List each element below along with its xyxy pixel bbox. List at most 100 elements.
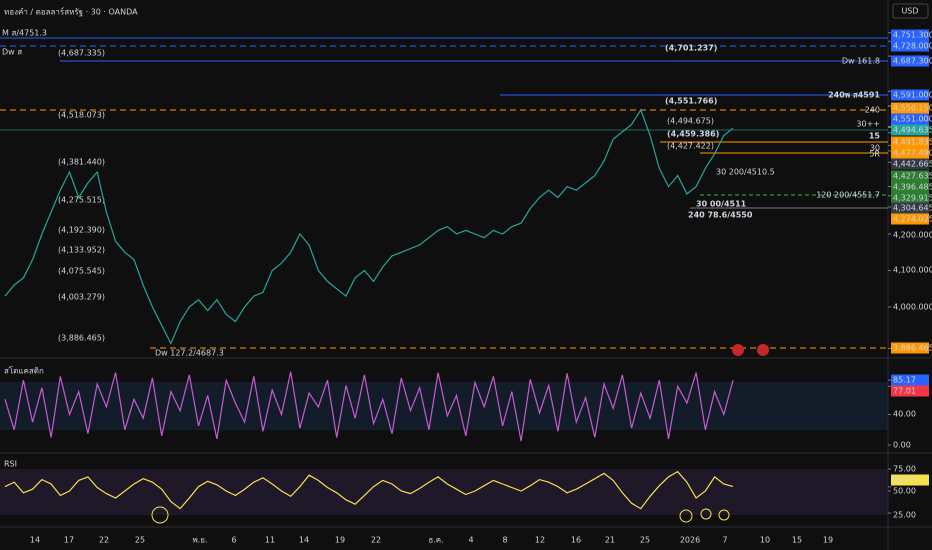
- price-tag-label: 4,550.150: [893, 104, 932, 113]
- stoch-line: [4, 371, 734, 442]
- price-tag-label: 4,304.645: [893, 204, 932, 213]
- price-tag: [891, 342, 929, 354]
- price-tag-label: 75.00: [893, 465, 916, 474]
- price-tag-label: 50.00: [893, 487, 916, 496]
- level-label: 240พ ส4591: [828, 91, 880, 100]
- time-label: ธ.ค.: [428, 536, 443, 545]
- price-tag-label: 4,591.000: [893, 91, 932, 100]
- time-label: พ.ย.: [192, 536, 207, 545]
- price-tag-label: 4,100.000: [893, 266, 932, 275]
- rsi-title: RSI: [4, 460, 17, 469]
- level-label: (4,192.390): [58, 226, 105, 235]
- time-label: 22: [99, 536, 109, 545]
- time-label: 14: [30, 536, 40, 545]
- price-tag: [891, 113, 929, 125]
- price-tag-label: 4,477.490: [893, 149, 932, 158]
- rsi-marker: [718, 509, 730, 521]
- time-label: 6: [231, 536, 236, 545]
- price-tag-label: 4,728.000: [893, 42, 932, 51]
- rsi-marker: [700, 508, 712, 520]
- level-label: (4,494.675): [667, 117, 714, 126]
- level-label: (4,518.073): [58, 111, 105, 120]
- price-tag: [891, 474, 929, 486]
- time-label: 19: [823, 536, 833, 545]
- time-label: 15: [792, 536, 802, 545]
- level-label: 5R: [869, 150, 880, 159]
- time-label: 25: [640, 536, 650, 545]
- time-label: 17: [64, 536, 74, 545]
- price-tag-label: 4,329.915: [893, 194, 932, 203]
- time-label: 12: [535, 536, 545, 545]
- price-tag-label: 4,274.025: [893, 215, 932, 224]
- symbol-title: ทองคำ / ดอลลาร์สหรัฐ · 30 · OANDA: [4, 7, 138, 17]
- level-label: (4,551.766): [665, 97, 717, 106]
- price-tag: [891, 170, 929, 182]
- time-label: 7: [722, 536, 727, 545]
- time-label: 14: [299, 536, 309, 545]
- level-label: 15: [869, 132, 881, 141]
- price-tag-label: 4,396.485: [893, 183, 932, 192]
- rsi-marker: [151, 506, 169, 524]
- level-label: M ส/4751.3: [2, 29, 47, 38]
- price-line: [4, 108, 734, 345]
- price-tag-label: 4,200.000: [893, 231, 932, 240]
- level-label: (4,075.545): [58, 267, 105, 276]
- time-label: 19: [335, 536, 345, 545]
- rsi-marker: [679, 509, 693, 523]
- price-tag-label: 4,687.300: [893, 57, 932, 66]
- level-label: 240 78.6/4550: [688, 211, 753, 220]
- event-icon[interactable]: [732, 344, 744, 356]
- stoch-band: [0, 382, 888, 430]
- price-tag-label: 77.01: [893, 387, 916, 396]
- currency-button[interactable]: [892, 3, 929, 19]
- price-tag: [891, 192, 929, 204]
- level-label: (4,687.335): [58, 49, 105, 58]
- level-label: (3,886.465): [58, 334, 105, 343]
- price-tag-label: 40.00: [893, 410, 916, 419]
- price-tag-label: 4,491.835: [893, 138, 932, 147]
- currency-label[interactable]: USD: [901, 7, 918, 16]
- level-label: 30 00/4511: [696, 200, 747, 209]
- price-tag-label: 25.00: [893, 511, 916, 520]
- price-tag: [891, 181, 929, 193]
- level-label: 30: [870, 144, 880, 153]
- level-label: (4,275.515): [58, 196, 105, 205]
- level-label: (4,459.386): [667, 130, 719, 139]
- level-label: Dw ส: [2, 48, 22, 57]
- rsi-line: [4, 470, 734, 510]
- price-tag: [891, 124, 929, 136]
- price-tag-label: 0.00: [893, 441, 911, 450]
- level-label: 120 200/4551.7: [816, 191, 880, 200]
- price-tag-label: 54.77: [893, 476, 916, 485]
- level-label: 240: [865, 106, 880, 115]
- time-label: 11: [265, 536, 275, 545]
- price-tag: [891, 89, 929, 101]
- price-tag: [891, 213, 929, 225]
- time-label: 8: [502, 536, 507, 545]
- event-icon[interactable]: [757, 344, 769, 356]
- price-tag-label: 4,427.635: [893, 172, 932, 181]
- level-label: (4,003.279): [58, 293, 105, 302]
- time-label: 25: [135, 536, 145, 545]
- level-label: 30++: [856, 120, 880, 129]
- price-tag: [891, 374, 929, 386]
- price-tag: [891, 202, 929, 214]
- time-label: 21: [605, 536, 615, 545]
- rsi-band: [0, 469, 888, 515]
- price-tag: [891, 158, 929, 170]
- price-tag-label: 4,494.635: [893, 126, 932, 135]
- price-tag: [891, 147, 929, 159]
- time-label: 22: [371, 536, 381, 545]
- time-label: 10: [760, 536, 770, 545]
- level-label: Dw 127.2/4687.3: [155, 349, 224, 358]
- level-label: (4,701.237): [665, 44, 717, 53]
- price-tag: [891, 102, 929, 114]
- level-label: (4,381.440): [58, 158, 105, 167]
- price-tag: [891, 40, 929, 52]
- level-label: (4,427.422): [667, 142, 714, 151]
- level-label: Dw 161.8: [842, 57, 880, 66]
- level-label: 30 200/4510.5: [716, 168, 775, 177]
- price-tag-label: 4,000.000: [893, 303, 932, 312]
